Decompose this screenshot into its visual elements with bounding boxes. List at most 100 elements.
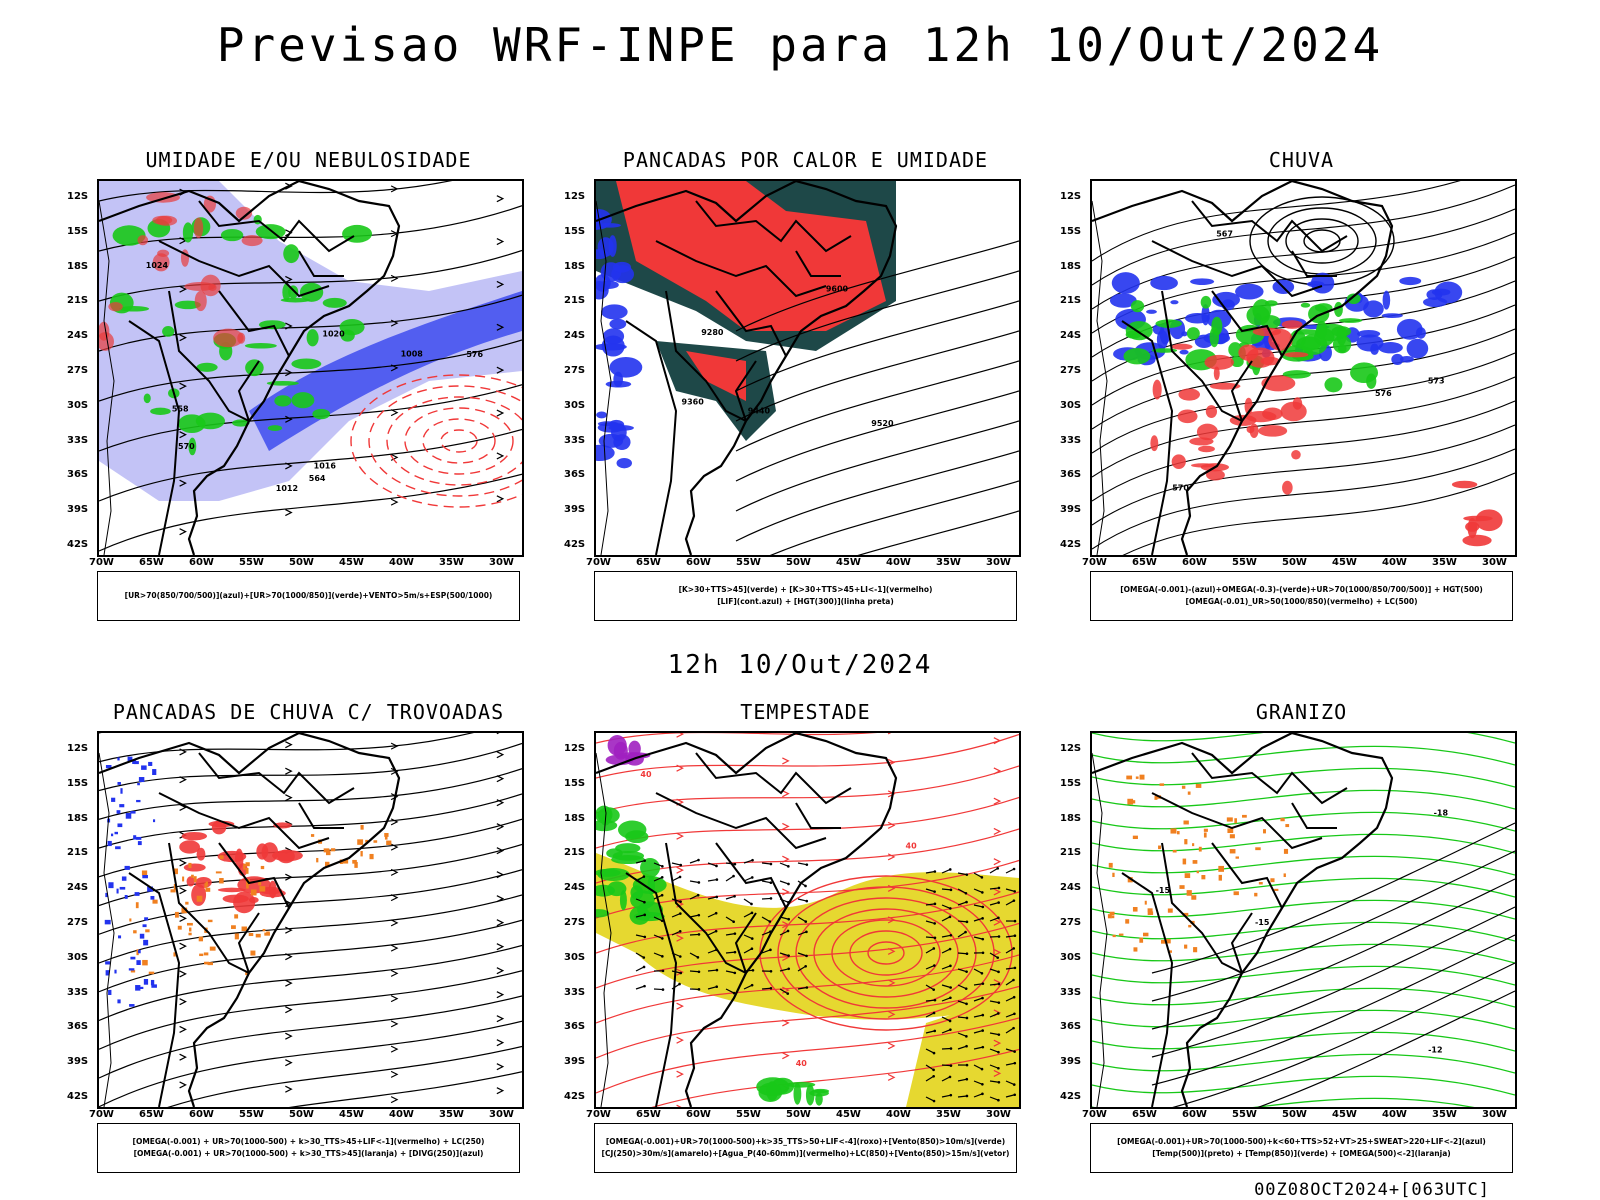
lon-tick-label: 30W bbox=[986, 1109, 1011, 1120]
wind-vector bbox=[689, 859, 699, 864]
flow-arrow bbox=[496, 991, 505, 999]
wind-vector bbox=[707, 986, 717, 990]
state-border bbox=[237, 912, 260, 974]
wind-vector bbox=[925, 920, 935, 924]
wind-vector bbox=[689, 952, 699, 958]
hgt300-contour bbox=[735, 240, 1019, 332]
lon-tick-label: 50W bbox=[786, 1109, 811, 1120]
lon-tick-label: 60W bbox=[1182, 557, 1207, 568]
low-humidity-cell bbox=[291, 392, 315, 409]
streamline bbox=[99, 793, 522, 849]
wind-vector bbox=[957, 872, 967, 876]
lifted-index-contour bbox=[605, 380, 632, 388]
omega-red-east bbox=[1462, 534, 1492, 547]
streamline bbox=[596, 985, 1019, 1059]
omega500-orange bbox=[1172, 849, 1177, 853]
temp500-contour bbox=[1151, 850, 1515, 1002]
omega500-orange-center bbox=[1270, 878, 1275, 883]
temp500-contour bbox=[1151, 878, 1515, 1030]
wind850-green bbox=[597, 867, 630, 881]
wind-vector bbox=[941, 868, 951, 874]
divergence-blue bbox=[128, 968, 135, 971]
thunder-orange bbox=[209, 946, 216, 951]
wind-vector bbox=[707, 862, 717, 867]
legend-granizo: [OMEGA(-0.001)+UR>70(1000-500)+k<60+TTS>… bbox=[1090, 1123, 1513, 1173]
omega-green bbox=[1366, 373, 1377, 389]
wind-vector bbox=[1005, 1080, 1015, 1086]
divergence-blue bbox=[118, 935, 122, 939]
wind-vector bbox=[925, 1075, 934, 1082]
lat-tick-label: 21S bbox=[1060, 295, 1082, 307]
omega500-orange bbox=[1107, 914, 1112, 919]
contour-label: 564 bbox=[309, 474, 326, 483]
wind-vector bbox=[689, 880, 699, 884]
flow-arrow bbox=[782, 1019, 790, 1027]
omega-red bbox=[1238, 344, 1259, 361]
lat-tick-label: 12S bbox=[67, 743, 89, 754]
thickness-label-cluster bbox=[137, 235, 149, 246]
panel-title-umidade: UMIDADE E/OU NEBULOSIDADE bbox=[145, 148, 472, 172]
thunder-red bbox=[211, 820, 227, 835]
omega-green bbox=[1155, 319, 1182, 328]
divergence-blue bbox=[139, 933, 145, 939]
wind-vector bbox=[989, 917, 999, 922]
flow-arrow bbox=[285, 275, 293, 283]
thunder-orange bbox=[234, 914, 239, 919]
divergence-blue bbox=[107, 840, 112, 847]
streamline bbox=[99, 970, 522, 1050]
low-humidity-cell bbox=[195, 412, 225, 430]
state-border bbox=[695, 200, 852, 253]
wind-vector bbox=[653, 934, 663, 939]
omega-green bbox=[1338, 318, 1363, 323]
hgt300-contour bbox=[735, 420, 1019, 512]
thunder-orange bbox=[264, 932, 270, 936]
flow-arrow bbox=[285, 415, 293, 423]
divergence-blue bbox=[144, 917, 149, 921]
flow-arrow bbox=[782, 822, 790, 830]
lat-tick-label: 21S bbox=[1060, 847, 1082, 859]
lat-tick-label: 15S bbox=[564, 777, 586, 789]
hgt500-contour bbox=[1122, 472, 1515, 555]
flow-arrow bbox=[993, 918, 1002, 926]
temp850-contour bbox=[1092, 745, 1515, 766]
thunder-orange-coast bbox=[342, 859, 349, 864]
wind-vector bbox=[1005, 1027, 1014, 1034]
temp850-contour bbox=[1092, 965, 1515, 986]
contour-label: 1020 bbox=[322, 329, 345, 338]
omega500-orange bbox=[1132, 907, 1138, 912]
lifted-index-contour bbox=[597, 422, 625, 433]
thunder-orange bbox=[142, 959, 148, 966]
lon-tick-label: 55W bbox=[239, 1109, 264, 1120]
low-humidity-cell bbox=[339, 318, 365, 336]
state-border bbox=[795, 802, 841, 829]
flow-arrow bbox=[496, 1063, 505, 1071]
flow-arrow bbox=[782, 790, 790, 798]
contour-label: 573 bbox=[1428, 376, 1445, 385]
wind-vector bbox=[653, 988, 664, 991]
omega500-orange bbox=[1187, 791, 1191, 795]
hgt300-contour bbox=[735, 360, 1019, 452]
thickness-label-cluster bbox=[241, 235, 263, 247]
divergence-blue bbox=[150, 979, 155, 986]
wind-vector bbox=[925, 903, 936, 906]
flow-arrow bbox=[496, 1087, 505, 1095]
flow-arrow bbox=[496, 823, 505, 831]
wind-vector bbox=[973, 997, 983, 1002]
flow-arrow bbox=[782, 1052, 790, 1060]
flow-arrow bbox=[390, 767, 399, 775]
wind-vector bbox=[707, 969, 718, 972]
omega500-orange bbox=[1147, 911, 1154, 915]
omega500-orange bbox=[1109, 911, 1115, 916]
wind-vector bbox=[653, 876, 663, 882]
thickness-label-cluster bbox=[213, 328, 244, 348]
thunder-orange bbox=[260, 865, 265, 870]
wind-vector bbox=[957, 952, 968, 955]
wind-vector bbox=[925, 984, 935, 991]
divergence-blue bbox=[114, 969, 117, 974]
thunder-orange bbox=[133, 930, 137, 934]
thunder-orange bbox=[173, 952, 176, 957]
wind-vector bbox=[725, 933, 735, 936]
hgt300-contour bbox=[735, 390, 1019, 482]
lon-tick-label: 60W bbox=[189, 557, 214, 568]
flow-arrow bbox=[390, 919, 399, 927]
